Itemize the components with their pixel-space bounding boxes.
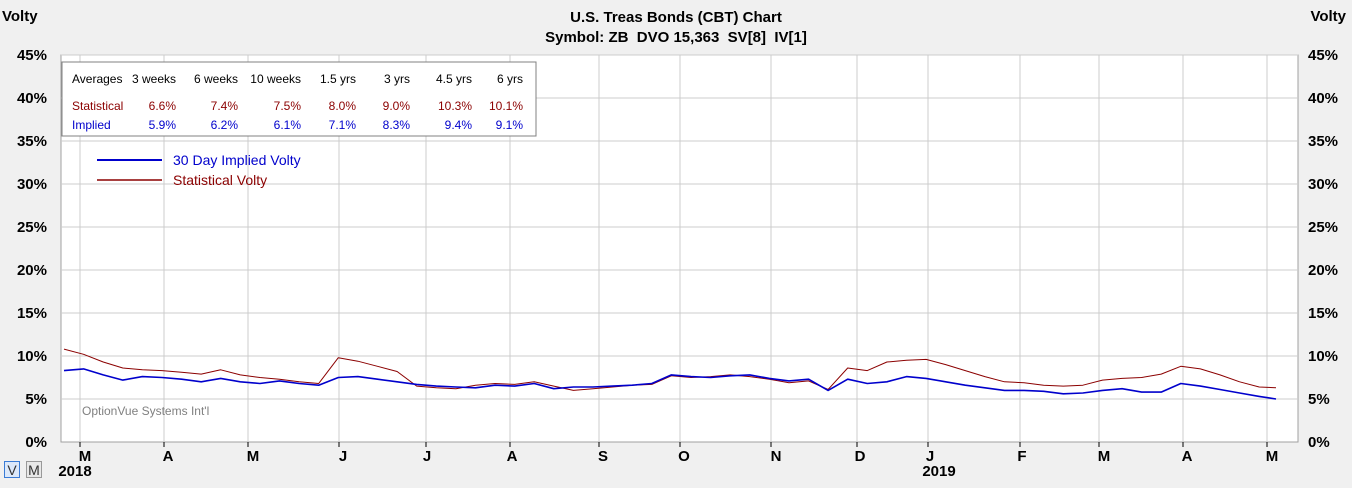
legend: 30 Day Implied Volty Statistical Volty — [97, 152, 301, 188]
table-header: 10 weeks — [250, 72, 301, 86]
watermark: OptionVue Systems Int'l — [82, 404, 209, 418]
x-month-label: M — [1266, 448, 1279, 465]
right-y-tick-label: 25% — [1308, 219, 1338, 236]
left-y-tick-label: 30% — [17, 176, 47, 193]
table-cell: 6.1% — [274, 118, 302, 132]
legend-label: Statistical Volty — [173, 172, 267, 188]
statistical-volty-line — [63, 348, 1277, 391]
table-cell: 9.4% — [445, 118, 473, 132]
left-y-tick-label: 15% — [17, 305, 47, 322]
left-y-tick-label: 20% — [17, 262, 47, 279]
left-axis-title: Volty — [2, 8, 38, 25]
table-cell: 5.9% — [149, 118, 177, 132]
right-y-tick-label: 10% — [1308, 348, 1338, 365]
right-y-tick-label: 5% — [1308, 391, 1330, 408]
x-month-label: M — [247, 448, 260, 465]
axes: 0% 0% 5% 5% 10% 10% 15% 15% 20% 20% 25% 25% 30% 30% 35… — [17, 47, 1338, 480]
table-cell: 7.4% — [211, 99, 239, 113]
left-y-tick-label: 5% — [25, 391, 47, 408]
table-cell: 6.2% — [211, 118, 239, 132]
table-header: Averages — [72, 72, 122, 86]
right-y-tick-label: 15% — [1308, 305, 1338, 322]
averages-table: Averages 3 weeks 6 weeks 10 weeks 1.5 yrs 3 y… — [61, 61, 537, 137]
left-y-tick-label: 0% — [25, 434, 47, 451]
table-cell: 10.1% — [489, 99, 523, 113]
table-row-label: Implied — [72, 118, 111, 132]
right-y-tick-label: 40% — [1308, 90, 1338, 107]
volty-mode-button[interactable]: V — [4, 461, 20, 478]
right-y-tick-label: 30% — [1308, 176, 1338, 193]
x-year-label: 2018 — [58, 463, 91, 480]
x-month-label: M — [79, 448, 92, 465]
table-row-label: Statistical — [72, 99, 123, 113]
x-month-label: F — [1017, 448, 1026, 465]
table-header: 3 weeks — [132, 72, 176, 86]
table-cell: 7.1% — [329, 118, 357, 132]
averages-table-box — [61, 61, 537, 137]
x-year-label: 2019 — [922, 463, 955, 480]
x-month-label: M — [1098, 448, 1111, 465]
left-y-tick-label: 35% — [17, 133, 47, 150]
x-month-label: A — [1182, 448, 1193, 465]
chart-title: U.S. Treas Bonds (CBT) Chart — [570, 9, 782, 26]
table-cell: 9.1% — [496, 118, 524, 132]
x-month-label: J — [926, 448, 934, 465]
x-month-label: D — [855, 448, 866, 465]
implied-volty-line — [63, 368, 1277, 400]
table-cell: 8.3% — [383, 118, 411, 132]
left-y-tick-label: 10% — [17, 348, 47, 365]
right-y-tick-label: 20% — [1308, 262, 1338, 279]
legend-label: 30 Day Implied Volty — [173, 152, 301, 168]
x-month-label: J — [339, 448, 347, 465]
table-cell: 6.6% — [149, 99, 177, 113]
right-y-tick-label: 35% — [1308, 133, 1338, 150]
table-header: 4.5 yrs — [436, 72, 472, 86]
table-cell: 10.3% — [438, 99, 472, 113]
left-y-tick-label: 45% — [17, 47, 47, 64]
right-y-tick-label: 0% — [1308, 434, 1330, 451]
table-cell: 7.5% — [274, 99, 302, 113]
table-cell: 9.0% — [383, 99, 411, 113]
right-axis-title: Volty — [1310, 8, 1346, 25]
right-y-tick-label: 45% — [1308, 47, 1338, 64]
series-lines — [63, 348, 1277, 400]
x-month-label: N — [771, 448, 782, 465]
x-month-label: O — [678, 448, 690, 465]
table-header: 6 yrs — [497, 72, 523, 86]
x-month-label: A — [163, 448, 174, 465]
table-header: 1.5 yrs — [320, 72, 356, 86]
x-month-label: S — [598, 448, 608, 465]
table-header: 3 yrs — [384, 72, 410, 86]
chart-subtitle: Symbol: ZB DVO 15,363 SV[8] IV[1] — [545, 29, 807, 46]
left-y-tick-label: 40% — [17, 90, 47, 107]
left-y-tick-label: 25% — [17, 219, 47, 236]
table-cell: 8.0% — [329, 99, 357, 113]
market-mode-button[interactable]: M — [26, 461, 42, 478]
x-month-label: J — [423, 448, 431, 465]
table-header: 6 weeks — [194, 72, 238, 86]
x-month-label: A — [507, 448, 518, 465]
